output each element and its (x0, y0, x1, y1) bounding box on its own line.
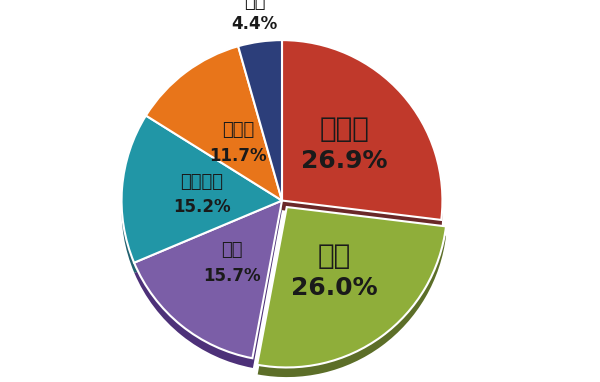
Wedge shape (146, 46, 282, 201)
Wedge shape (134, 210, 282, 368)
Wedge shape (257, 207, 446, 367)
Text: 26.9%: 26.9% (301, 149, 388, 173)
Wedge shape (238, 40, 282, 201)
Text: 滑・転落: 滑・転落 (181, 173, 224, 191)
Wedge shape (257, 217, 446, 377)
Text: 病気: 病気 (244, 0, 265, 11)
Text: 道迷い: 道迷い (319, 115, 370, 143)
Text: 26.0%: 26.0% (291, 276, 377, 299)
Text: 転倒: 転倒 (221, 241, 242, 259)
Text: 疲労: 疲労 (317, 241, 351, 270)
Text: 11.7%: 11.7% (209, 147, 267, 165)
Text: 15.2%: 15.2% (173, 198, 231, 216)
Wedge shape (145, 56, 282, 210)
Text: その他: その他 (222, 121, 254, 139)
Wedge shape (134, 201, 282, 358)
Wedge shape (237, 50, 282, 210)
Wedge shape (122, 116, 282, 263)
Text: 15.7%: 15.7% (203, 267, 260, 285)
Wedge shape (282, 50, 442, 229)
Text: 4.4%: 4.4% (232, 15, 278, 34)
Wedge shape (282, 40, 442, 220)
Wedge shape (122, 126, 282, 273)
